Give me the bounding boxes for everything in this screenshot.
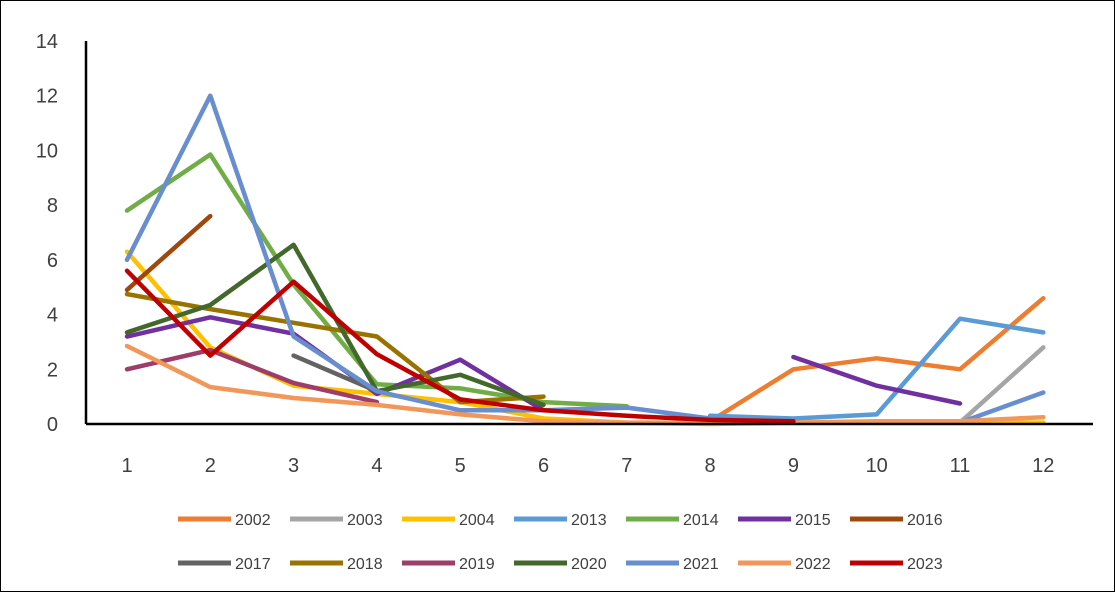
y-tick-label: 12 [36, 86, 58, 108]
series-2002 [707, 295, 1046, 424]
y-tick-label: 6 [47, 250, 58, 272]
x-tick-label: 3 [288, 455, 299, 477]
legend-label-2016: 2016 [907, 512, 943, 529]
x-tick-label: 6 [538, 455, 549, 477]
series-line-2002 [707, 295, 1046, 424]
y-tick-label: 8 [47, 195, 58, 217]
x-tick-label: 7 [621, 455, 632, 477]
axes-layer [84, 41, 1093, 426]
legend-item-2018: 2018 [290, 556, 383, 573]
x-tick-label: 10 [866, 455, 888, 477]
legend-item-2014: 2014 [626, 512, 719, 529]
legend-label-2015: 2015 [795, 512, 831, 529]
series-2003 [957, 345, 1046, 425]
y-tick-label: 10 [36, 140, 58, 162]
legend-item-2004: 2004 [402, 512, 495, 529]
series-line-2003 [957, 345, 1046, 425]
x-tick-label: 5 [455, 455, 466, 477]
series-line-2017 [291, 353, 380, 394]
x-tick-label: 11 [950, 455, 971, 477]
legend-item-2015: 2015 [738, 512, 831, 529]
legend: 2002 2003 2004 2013 2014 2015 2016 2017 2018 2019… [178, 512, 943, 573]
legend-label-2002: 2002 [235, 512, 271, 529]
legend-item-2019: 2019 [402, 556, 495, 573]
series-line-2022 [124, 343, 1046, 425]
legend-label-2017: 2017 [235, 556, 271, 573]
series-line-2013 [707, 316, 1046, 421]
legend-item-2017: 2017 [178, 556, 271, 573]
legend-label-2018: 2018 [347, 556, 383, 573]
y-tick-label: 2 [47, 359, 58, 381]
series-line-2023 [124, 268, 796, 424]
series-line-2015-2 [791, 354, 963, 406]
x-tick-label: 12 [1032, 455, 1054, 477]
legend-label-2023: 2023 [907, 556, 943, 573]
series-line-2019 [124, 347, 380, 405]
series-2019 [124, 347, 380, 405]
legend-label-2003: 2003 [347, 512, 383, 529]
x-tick-label: 4 [371, 455, 382, 477]
series-2014 [124, 152, 630, 409]
y-tick-label: 0 [47, 414, 58, 436]
x-tick-label: 2 [205, 455, 216, 477]
series-2022 [124, 343, 1046, 425]
legend-label-2004: 2004 [459, 512, 495, 529]
legend-item-2022: 2022 [738, 556, 831, 573]
y-tick-label: 14 [36, 31, 58, 53]
legend-item-2016: 2016 [850, 512, 943, 529]
legend-label-2022: 2022 [795, 556, 831, 573]
series-2016 [124, 213, 213, 293]
series-2017 [291, 353, 380, 394]
legend-label-2013: 2013 [571, 512, 607, 529]
series-line-2014 [124, 152, 630, 409]
legend-label-2019: 2019 [459, 556, 495, 573]
legend-label-2014: 2014 [683, 512, 719, 529]
x-tick-label: 9 [788, 455, 799, 477]
series-2013 [707, 316, 1046, 421]
legend-item-2002: 2002 [178, 512, 271, 529]
legend-item-2003: 2003 [290, 512, 383, 529]
legend-item-2023: 2023 [850, 556, 943, 573]
x-tick-label: 1 [121, 455, 132, 477]
series-line-2016 [124, 213, 213, 293]
legend-item-2021: 2021 [626, 556, 719, 573]
legend-label-2020: 2020 [571, 556, 607, 573]
series-layer [124, 93, 1046, 427]
legend-item-2013: 2013 [514, 512, 607, 529]
legend-item-2020: 2020 [514, 556, 607, 573]
legend-label-2021: 2021 [683, 556, 719, 573]
series-2023 [124, 268, 796, 424]
y-tick-label: 4 [47, 305, 58, 327]
x-tick-label: 8 [705, 455, 716, 477]
